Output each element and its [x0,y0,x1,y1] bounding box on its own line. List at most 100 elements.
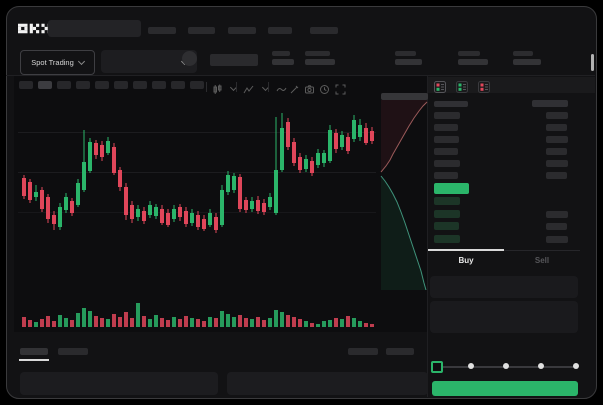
market-type-label: Spot Trading [31,58,74,67]
ask-row-amount [546,112,568,119]
ask-row-price [434,172,458,179]
tab-bar-divider [428,250,580,251]
orderbook-toolbar-strip [428,77,595,93]
chart-type-icon[interactable] [212,82,224,94]
toolbar-separator [268,82,269,92]
orderbook-layout-both-icon[interactable] [434,80,446,93]
active-tab-indicator [428,249,504,251]
nav-item[interactable] [310,27,338,34]
timeframe-button[interactable] [95,81,109,89]
bottom-panel [20,372,218,395]
orderbook-layout-bids-icon[interactable] [456,80,468,93]
order-book [428,96,580,246]
orderbook-price-header [434,101,468,107]
fullscreen-icon[interactable] [335,82,347,95]
timeframe-button[interactable] [133,81,147,89]
stat-label [305,51,330,56]
gridline [18,212,376,213]
timeframe-button[interactable] [57,81,71,89]
tab-sell[interactable]: Sell [534,256,550,265]
slider-dot[interactable] [503,363,509,369]
volume-chart [22,303,374,327]
stat-value [395,59,422,65]
scrollbar-thumb[interactable] [591,54,594,71]
timeframe-button[interactable] [152,81,166,89]
draw-tool-icon[interactable] [289,82,301,94]
slider-dot[interactable] [538,363,544,369]
timeframe-button[interactable] [190,81,204,89]
stat-value [272,59,294,65]
ask-row-price [434,124,458,131]
gridline [18,132,376,133]
orderbook-amount-header [532,100,568,107]
toolbar-separator [236,82,237,92]
ask-row-amount [546,172,567,179]
bottom-panel [227,372,428,395]
bottom-tab[interactable] [58,348,88,355]
depth-chart [380,100,428,290]
toolbar-separator [206,82,207,92]
timeframe-button[interactable] [171,81,185,89]
timeframe-button[interactable] [114,81,128,89]
stat-value [458,59,488,65]
panel-divider [427,76,428,397]
slider-handle[interactable] [431,361,443,373]
bottom-action[interactable] [348,348,378,355]
ask-row-amount [546,124,567,131]
market-type-dropdown[interactable]: Spot Trading [20,50,95,75]
ask-row-price [434,136,459,143]
ask-row-amount [546,160,568,167]
stat-label [395,51,416,56]
ask-row-amount [546,148,567,155]
history-clock-icon[interactable] [319,82,331,94]
stat-label [272,51,290,56]
camera-icon[interactable] [304,82,316,94]
ask-row-amount [546,136,568,143]
bottom-tab-active[interactable] [20,348,48,355]
buy-submit-button[interactable] [432,381,578,396]
bottom-tab-underline [19,359,49,361]
bid-row-amount [546,236,568,243]
nav-item[interactable] [188,27,215,34]
okx-logo [18,23,51,34]
slider-dot[interactable] [573,363,579,369]
bid-row-amount [546,223,567,230]
search-input[interactable] [48,20,141,37]
timeframe-button[interactable] [19,81,33,89]
bid-row-price [434,197,460,205]
tab-buy[interactable]: Buy [458,256,474,265]
stat-value [513,59,541,65]
orderbook-layout-asks-icon[interactable] [478,80,490,93]
slider-dot[interactable] [468,363,474,369]
chevron-down-icon [77,57,85,66]
bid-row-price [434,235,460,243]
depth-panel-header [381,93,428,100]
gridline [18,172,376,173]
amount-input[interactable] [430,301,578,333]
nav-item[interactable] [268,27,292,34]
ask-row-price [434,148,458,155]
header-button[interactable] [210,54,258,66]
nav-item[interactable] [228,27,256,34]
last-price-highlight [434,183,469,194]
bid-row-price [434,210,460,218]
pair-selector-dropdown[interactable] [101,50,197,73]
timeframe-button[interactable] [38,81,52,89]
timeframe-button[interactable] [76,81,90,89]
bottom-action[interactable] [386,348,414,355]
ask-row-price [434,112,460,119]
stat-label [458,51,480,56]
nav-item[interactable] [148,27,176,34]
indicator-icon[interactable] [243,82,255,94]
header-divider [6,75,595,76]
candlestick-chart[interactable] [18,97,378,290]
stat-value [305,59,335,65]
avatar[interactable] [182,51,197,66]
line-tool-icon[interactable] [276,82,288,93]
bid-row-price [434,222,459,230]
price-input[interactable] [430,276,578,298]
bid-row-amount [546,211,568,218]
ask-row-price [434,160,460,167]
stat-label [513,51,533,56]
